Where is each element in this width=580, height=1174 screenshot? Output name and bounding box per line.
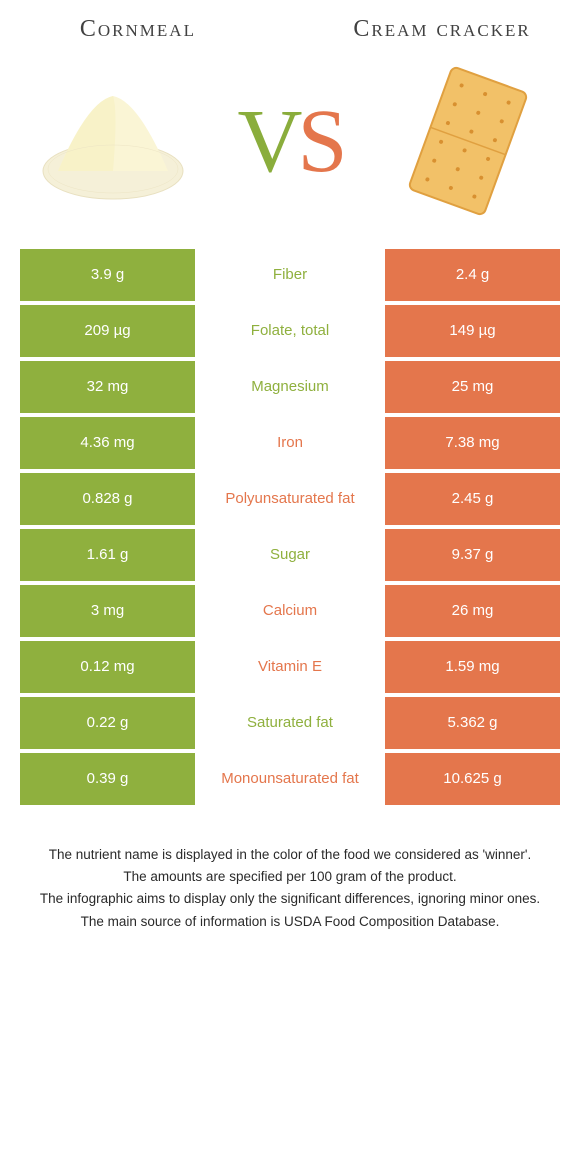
value-left: 3 mg [20, 585, 195, 637]
value-right: 5.362 g [385, 697, 560, 749]
header-titles: Cornmeal Cream cracker [20, 15, 560, 44]
table-row: 0.12 mgVitamin E1.59 mg [20, 641, 560, 693]
nutrient-label: Saturated fat [195, 697, 385, 749]
table-row: 3.9 gFiber2.4 g [20, 249, 560, 301]
footnote-line: The amounts are specified per 100 gram o… [25, 867, 555, 887]
footnote-line: The main source of information is USDA F… [25, 912, 555, 932]
nutrient-label: Fiber [195, 249, 385, 301]
table-row: 0.22 gSaturated fat5.362 g [20, 697, 560, 749]
value-right: 149 µg [385, 305, 560, 357]
value-left: 0.828 g [20, 473, 195, 525]
nutrient-label: Iron [195, 417, 385, 469]
table-row: 209 µgFolate, total149 µg [20, 305, 560, 357]
table-row: 1.61 gSugar9.37 g [20, 529, 560, 581]
footnote-line: The infographic aims to display only the… [25, 889, 555, 909]
value-left: 209 µg [20, 305, 195, 357]
value-left: 32 mg [20, 361, 195, 413]
cornmeal-image [30, 59, 195, 224]
footnotes: The nutrient name is displayed in the co… [20, 845, 560, 932]
table-row: 3 mgCalcium26 mg [20, 585, 560, 637]
value-right: 1.59 mg [385, 641, 560, 693]
nutrient-label: Vitamin E [195, 641, 385, 693]
value-right: 7.38 mg [385, 417, 560, 469]
value-left: 0.12 mg [20, 641, 195, 693]
vs-v: V [237, 90, 297, 193]
nutrient-label: Monounsaturated fat [195, 753, 385, 805]
value-right: 26 mg [385, 585, 560, 637]
food-b-title: Cream cracker [334, 15, 550, 44]
nutrient-label: Folate, total [195, 305, 385, 357]
table-row: 0.39 gMonounsaturated fat10.625 g [20, 753, 560, 805]
cracker-image [385, 59, 550, 224]
value-right: 25 mg [385, 361, 560, 413]
vs-label: VS [237, 90, 342, 193]
value-left: 4.36 mg [20, 417, 195, 469]
value-right: 2.45 g [385, 473, 560, 525]
value-right: 2.4 g [385, 249, 560, 301]
value-left: 1.61 g [20, 529, 195, 581]
nutrient-label: Magnesium [195, 361, 385, 413]
value-left: 0.22 g [20, 697, 195, 749]
images-row: VS [20, 59, 560, 224]
table-row: 4.36 mgIron7.38 mg [20, 417, 560, 469]
nutrient-label: Polyunsaturated fat [195, 473, 385, 525]
value-left: 0.39 g [20, 753, 195, 805]
table-row: 0.828 gPolyunsaturated fat2.45 g [20, 473, 560, 525]
value-right: 9.37 g [385, 529, 560, 581]
vs-s: S [297, 90, 342, 193]
nutrient-label: Calcium [195, 585, 385, 637]
footnote-line: The nutrient name is displayed in the co… [25, 845, 555, 865]
nutrient-label: Sugar [195, 529, 385, 581]
food-a-title: Cornmeal [30, 15, 246, 44]
table-row: 32 mgMagnesium25 mg [20, 361, 560, 413]
value-left: 3.9 g [20, 249, 195, 301]
comparison-table: 3.9 gFiber2.4 g209 µgFolate, total149 µg… [20, 249, 560, 805]
value-right: 10.625 g [385, 753, 560, 805]
